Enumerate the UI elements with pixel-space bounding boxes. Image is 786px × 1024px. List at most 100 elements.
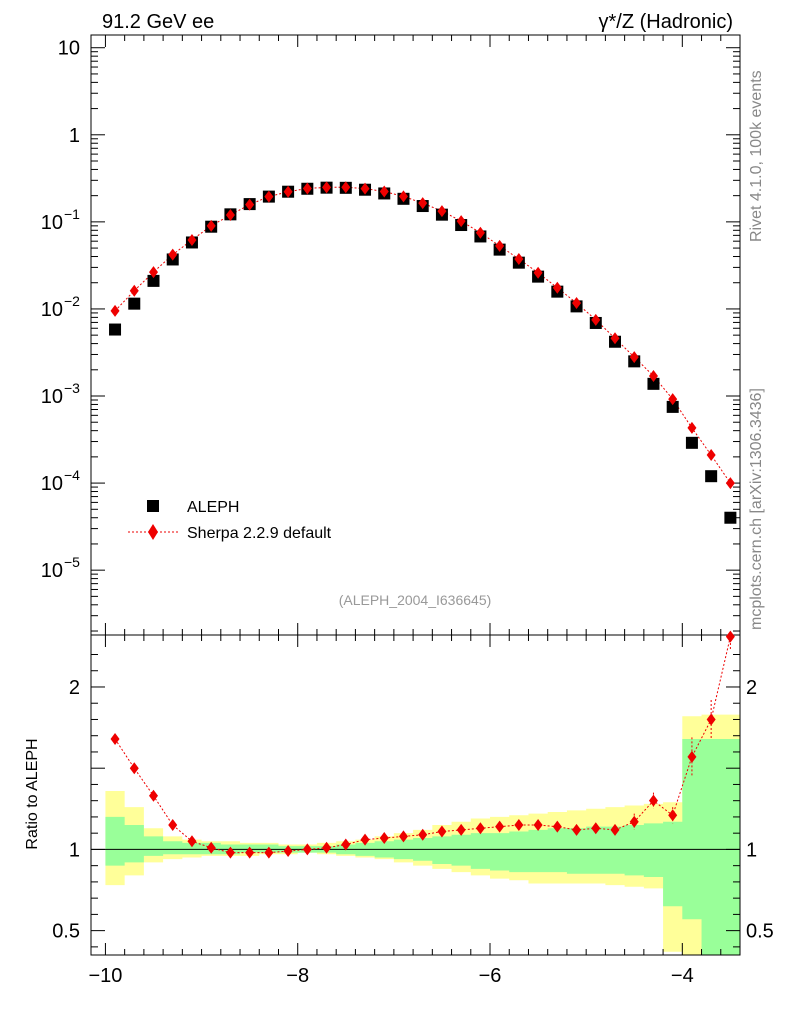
sherpa-point — [379, 185, 389, 198]
sherpa-point — [129, 284, 139, 297]
y-tick-label: 1 — [69, 125, 80, 147]
sherpa-point — [398, 190, 408, 203]
sherpa-point — [341, 181, 351, 194]
sherpa-ratio-point — [187, 835, 197, 848]
sherpa-ratio-point — [648, 794, 658, 807]
x-tick-label: −4 — [671, 965, 694, 987]
sherpa-point — [437, 205, 447, 218]
sherpa-ratio-point — [148, 789, 158, 802]
ratio-y-tick-label: 1 — [69, 839, 80, 861]
sherpa-ratio-point — [668, 809, 678, 822]
sherpa-point — [322, 181, 332, 194]
legend-marker-sherpa — [148, 524, 158, 540]
y-tick-exponent: −3 — [64, 380, 80, 396]
legend: ALEPH Sherpa 2.2.9 default — [128, 499, 332, 542]
sherpa-point — [668, 393, 678, 406]
legend-label-aleph: ALEPH — [187, 499, 239, 516]
sherpa-ratio-point — [302, 843, 312, 856]
legend-marker-aleph — [147, 500, 159, 512]
sherpa-point — [283, 185, 293, 198]
x-tick-label: −6 — [479, 965, 502, 987]
sherpa-ratio-point — [245, 846, 255, 859]
x-tick-label: −8 — [286, 965, 309, 987]
sherpa-ratio-line — [114, 636, 731, 854]
side-text-bottom: mcplots.cern.ch [arXiv:1306.3436] — [748, 388, 765, 630]
y-tick-label: 10 — [41, 212, 63, 234]
sherpa-ratio-point — [629, 815, 639, 828]
sherpa-point — [648, 369, 658, 382]
sherpa-ratio-point — [437, 825, 447, 838]
sherpa-point — [418, 197, 428, 210]
ratio-panel: −10 −8 −6 −4 2 2 1 1 0.5 0.5 — [52, 630, 774, 987]
sherpa-point — [610, 332, 620, 345]
sherpa-ratio-point — [572, 823, 582, 836]
sherpa-ratio-point — [495, 820, 505, 833]
ratio-frame — [90, 634, 741, 956]
sherpa-ratio-point — [264, 846, 274, 859]
y-tick-exponent: −5 — [64, 554, 80, 570]
sherpa-point — [225, 208, 235, 221]
sherpa-ratio-point — [475, 822, 485, 835]
sherpa-point — [514, 252, 524, 265]
sherpa-ratio-point — [687, 750, 697, 763]
ratio-y-tick-label-right: 2 — [746, 677, 757, 699]
sherpa-ratio-point — [706, 713, 716, 726]
sherpa-ratio-point — [514, 819, 524, 832]
sherpa-ratio-point — [360, 833, 370, 846]
sherpa-ratio-point — [591, 822, 601, 835]
sherpa-ratio-point — [533, 819, 543, 832]
sherpa-ratio-point — [110, 732, 120, 745]
y-tick-label: 10 — [41, 386, 63, 408]
title-right: γ*/Z (Hadronic) — [599, 11, 733, 33]
sherpa-point — [264, 190, 274, 203]
sherpa-ratio-point — [456, 823, 466, 836]
sherpa-point — [706, 449, 716, 462]
sherpa-point — [591, 313, 601, 326]
sherpa-ratio-point — [725, 630, 735, 643]
ratio-y-tick-label-right: 1 — [746, 839, 757, 861]
sherpa-ratio-point — [225, 846, 235, 859]
sherpa-ratio-point — [398, 830, 408, 843]
ratio-y-label: Ratio to ALEPH — [24, 738, 41, 849]
y-tick-exponent: −1 — [64, 206, 80, 222]
sherpa-point — [187, 233, 197, 246]
sherpa-point — [302, 182, 312, 195]
side-text-top: Rivet 4.1.0, 100k events — [748, 70, 765, 242]
sherpa-point — [629, 351, 639, 364]
sherpa-ratio-point — [283, 845, 293, 858]
sherpa-ratio-point — [129, 762, 139, 775]
aleph-point — [128, 297, 141, 310]
aleph-point — [109, 323, 122, 336]
sherpa-point — [168, 248, 178, 261]
y-tick-exponent: −2 — [64, 293, 80, 309]
ratio-y-tick-label: 0.5 — [52, 921, 80, 943]
sherpa-ratio-point — [379, 832, 389, 845]
title-left: 91.2 GeV ee — [102, 11, 214, 33]
y-tick-exponent: −4 — [64, 467, 80, 483]
y-tick-label: 10 — [41, 473, 63, 495]
sherpa-line — [114, 186, 731, 484]
sherpa-point — [533, 266, 543, 279]
sherpa-ratio-point — [341, 838, 351, 851]
sherpa-ratio-point — [418, 828, 428, 841]
sherpa-ratio-point — [610, 823, 620, 836]
sherpa-point — [475, 226, 485, 239]
aleph-point — [724, 511, 737, 524]
sherpa-ratio-point — [552, 820, 562, 833]
ratio-y-tick-label: 2 — [69, 677, 80, 699]
sherpa-point — [245, 198, 255, 211]
sherpa-ratio-point — [168, 819, 178, 832]
sherpa-point — [360, 182, 370, 195]
legend-label-sherpa: Sherpa 2.2.9 default — [187, 525, 332, 542]
sherpa-point — [572, 297, 582, 310]
sherpa-point — [552, 281, 562, 294]
main-frame — [90, 34, 741, 636]
sherpa-point — [110, 304, 120, 317]
aleph-point — [666, 400, 679, 413]
analysis-id: (ALEPH_2004_I636645) — [339, 592, 492, 608]
sherpa-point — [725, 477, 735, 490]
sherpa-ratio-point — [206, 841, 216, 854]
sherpa-point — [206, 219, 216, 232]
y-tick-label: 10 — [58, 38, 80, 60]
